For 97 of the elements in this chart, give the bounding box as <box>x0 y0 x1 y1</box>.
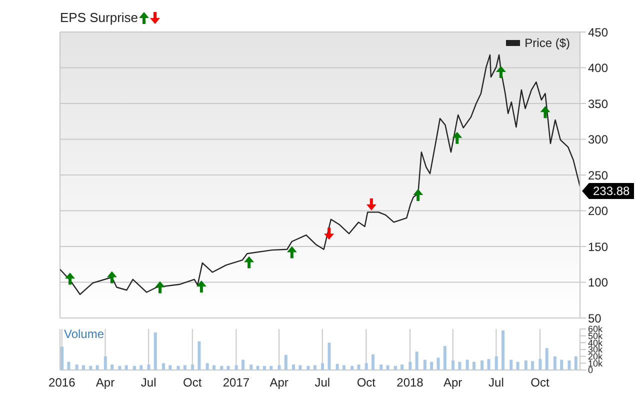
y-tick-label: 150 <box>588 240 608 254</box>
bar <box>242 360 245 370</box>
bar <box>60 346 64 370</box>
legend-label: Price ($) <box>524 36 570 50</box>
y-tick-label: 100 <box>588 276 608 290</box>
point <box>452 132 462 144</box>
x-tick-label: Jul <box>314 376 330 390</box>
x-tick-label: Jul <box>488 376 504 390</box>
bar <box>278 365 281 370</box>
bar <box>487 359 490 370</box>
bar <box>472 362 476 370</box>
x-tick-label: Oct <box>530 376 550 390</box>
bar <box>545 348 548 370</box>
point <box>324 228 334 240</box>
bar <box>480 360 484 370</box>
bar <box>452 360 455 370</box>
x-tick-label: Oct <box>356 376 376 390</box>
bar <box>364 363 368 370</box>
bar <box>104 356 107 370</box>
chart-title: EPS Surprise <box>60 10 138 25</box>
bar <box>212 365 216 370</box>
bar <box>568 360 571 370</box>
bar <box>380 364 383 370</box>
bar <box>502 330 505 370</box>
point <box>196 280 206 293</box>
bar <box>234 365 238 370</box>
bar <box>284 354 288 370</box>
bar <box>147 364 150 370</box>
point <box>106 271 117 284</box>
bar <box>198 341 201 370</box>
bar <box>386 365 390 370</box>
x-tick-label: Oct <box>183 376 202 390</box>
annotation: 233.88 <box>589 182 634 199</box>
x-tick-label: Apr <box>96 376 115 390</box>
bar <box>516 362 520 370</box>
point <box>244 256 254 268</box>
bar <box>524 360 528 370</box>
x-tick-label: Apr <box>270 376 288 390</box>
bar <box>531 361 534 370</box>
y-axis-title: Volume <box>64 327 104 341</box>
point <box>65 272 75 285</box>
bar <box>538 359 542 370</box>
bar <box>96 365 99 370</box>
bar <box>400 364 404 370</box>
bar <box>313 365 316 370</box>
y-tick-label: 400 <box>588 61 608 76</box>
point <box>366 198 376 210</box>
bar <box>372 354 375 370</box>
bar <box>430 362 434 370</box>
bar <box>82 365 85 370</box>
bar <box>466 360 469 370</box>
bar <box>443 346 446 370</box>
y-tick-label: 200 <box>588 204 608 218</box>
bar <box>162 363 165 370</box>
bar <box>510 360 513 370</box>
x-tick-label: 2017 <box>222 376 250 390</box>
point <box>286 246 297 258</box>
bar <box>560 360 564 370</box>
x-tick-label: 2016 <box>48 376 76 390</box>
bar <box>183 365 186 370</box>
bar <box>168 365 172 370</box>
bar <box>191 364 194 370</box>
bar <box>292 364 295 370</box>
point <box>540 106 550 118</box>
point <box>155 281 165 294</box>
bar <box>553 356 556 370</box>
y-tick-label: 450 <box>588 25 608 40</box>
bar <box>154 332 157 370</box>
bar <box>436 358 440 370</box>
bar <box>494 356 498 370</box>
bar <box>415 352 418 370</box>
bar <box>67 362 70 370</box>
bar <box>574 356 578 370</box>
bar <box>357 364 360 370</box>
bar <box>328 342 331 370</box>
y-tick-label: 0 <box>588 365 594 376</box>
bar <box>321 363 324 370</box>
bar <box>75 364 78 370</box>
bar <box>408 362 412 370</box>
x-tick-label: 2018 <box>396 376 424 390</box>
bar <box>298 365 302 370</box>
bar <box>140 365 143 370</box>
point <box>413 189 424 202</box>
y-tick-label: 250 <box>588 168 608 182</box>
bar <box>423 360 426 370</box>
bar <box>124 365 128 370</box>
bar <box>250 364 253 370</box>
y-tick-label: 300 <box>588 132 608 147</box>
bar <box>458 362 462 370</box>
bar <box>206 363 209 370</box>
bar <box>342 365 346 370</box>
bar <box>110 364 114 370</box>
x-tick-label: Jul <box>140 376 156 390</box>
x-tick-label: Apr <box>444 376 462 390</box>
y-tick-label: 350 <box>588 96 608 111</box>
point <box>496 66 506 78</box>
y-tick-label: 50 <box>588 311 602 326</box>
